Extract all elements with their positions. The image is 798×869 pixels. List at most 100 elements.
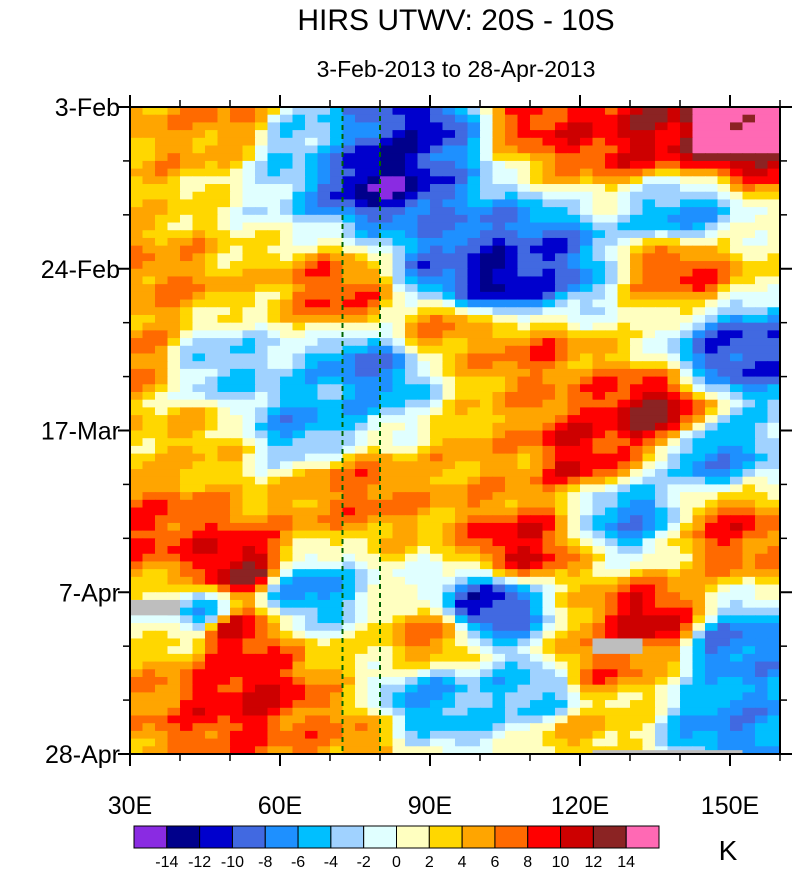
heatmap-cell [717,623,731,632]
heatmap-cell [517,153,531,162]
heatmap-cell [730,623,744,632]
heatmap-cell [355,314,369,324]
heatmap-cell [705,553,719,563]
heatmap-cell [542,207,556,216]
heatmap-cell [592,438,606,447]
heatmap-cell [642,445,656,455]
heatmap-cell [417,230,431,239]
heatmap-cell [342,268,356,278]
heatmap-cell [167,222,181,231]
heatmap-cell [530,507,544,516]
heatmap-cell [655,253,669,262]
heatmap-cell [380,746,394,755]
heatmap-cell [355,692,369,701]
heatmap-cell [392,469,406,478]
heatmap-cell [355,376,369,385]
heatmap-cell [180,522,194,532]
heatmap-cell [567,746,581,755]
heatmap-cell [717,584,731,593]
heatmap-cell [567,261,581,270]
heatmap-cell [467,199,481,208]
heatmap-cell [330,469,344,478]
heatmap-cell [767,330,781,339]
heatmap-cell [380,723,394,732]
heatmap-cell [192,461,206,470]
heatmap-cell [492,715,506,724]
x-tick-label: 120E [551,792,609,820]
heatmap-cell [355,237,369,247]
heatmap-cell [255,322,269,331]
heatmap-cell [580,676,594,686]
heatmap-cell [455,207,469,216]
heatmap-cell [242,253,256,262]
heatmap-cell [217,384,231,393]
heatmap-cell [417,199,431,208]
heatmap-cell [655,445,669,455]
heatmap-cell [605,669,619,678]
heatmap-cell [205,237,219,247]
heatmap-cell [580,261,594,270]
heatmap-cell [167,569,181,578]
heatmap-cell [492,607,506,616]
heatmap-cell [680,245,694,254]
heatmap-cell [730,284,744,293]
heatmap-cell [280,730,294,740]
heatmap-cell [742,476,756,486]
heatmap-cell [367,515,381,524]
heatmap-cell [492,307,506,316]
heatmap-cell [642,399,656,408]
heatmap-cell [642,114,656,124]
heatmap-cell [242,615,256,624]
heatmap-cell [417,384,431,393]
heatmap-cell [205,299,219,308]
heatmap-cell [292,276,306,285]
heatmap-cell [317,237,331,247]
heatmap-cell [692,191,706,201]
heatmap-cell [742,592,756,601]
heatmap-cell [567,469,581,478]
heatmap-cell [767,245,781,254]
heatmap-cell [455,330,469,339]
heatmap-cell [705,738,719,747]
heatmap-cell [742,615,756,624]
heatmap-cell [305,569,319,578]
heatmap-cell [292,684,306,693]
heatmap-cell [367,353,381,362]
heatmap-cell [330,438,344,447]
heatmap-cell [692,391,706,401]
heatmap-cell [180,330,194,339]
heatmap-cell [492,299,506,308]
heatmap-cell [130,107,144,116]
heatmap-cell [342,515,356,524]
heatmap-cell [442,338,456,347]
heatmap-cell [455,676,469,686]
heatmap-cell [242,592,256,601]
heatmap-cell [517,330,531,339]
heatmap-cell [617,684,631,693]
heatmap-cell [430,160,444,170]
heatmap-cell [517,107,531,116]
heatmap-cell [655,738,669,747]
heatmap-cell [167,630,181,640]
heatmap-cell [692,715,706,724]
heatmap-cell [492,661,506,670]
heatmap-cell [292,199,306,208]
heatmap-cell [542,430,556,439]
heatmap-cell [317,607,331,616]
heatmap-cell [567,738,581,747]
heatmap-cell [567,330,581,339]
heatmap-cell [167,145,181,154]
heatmap-cell [442,476,456,486]
heatmap-cell [192,522,206,532]
heatmap-cell [580,553,594,563]
heatmap-cell [392,576,406,586]
heatmap-cell [680,345,694,355]
heatmap-cell [767,623,781,632]
heatmap-cell [705,137,719,147]
heatmap-cell [505,353,519,362]
heatmap-cell [342,453,356,462]
heatmap-cell [555,168,569,177]
heatmap-cell [205,114,219,124]
heatmap-cell [505,384,519,393]
heatmap-cell [542,576,556,586]
